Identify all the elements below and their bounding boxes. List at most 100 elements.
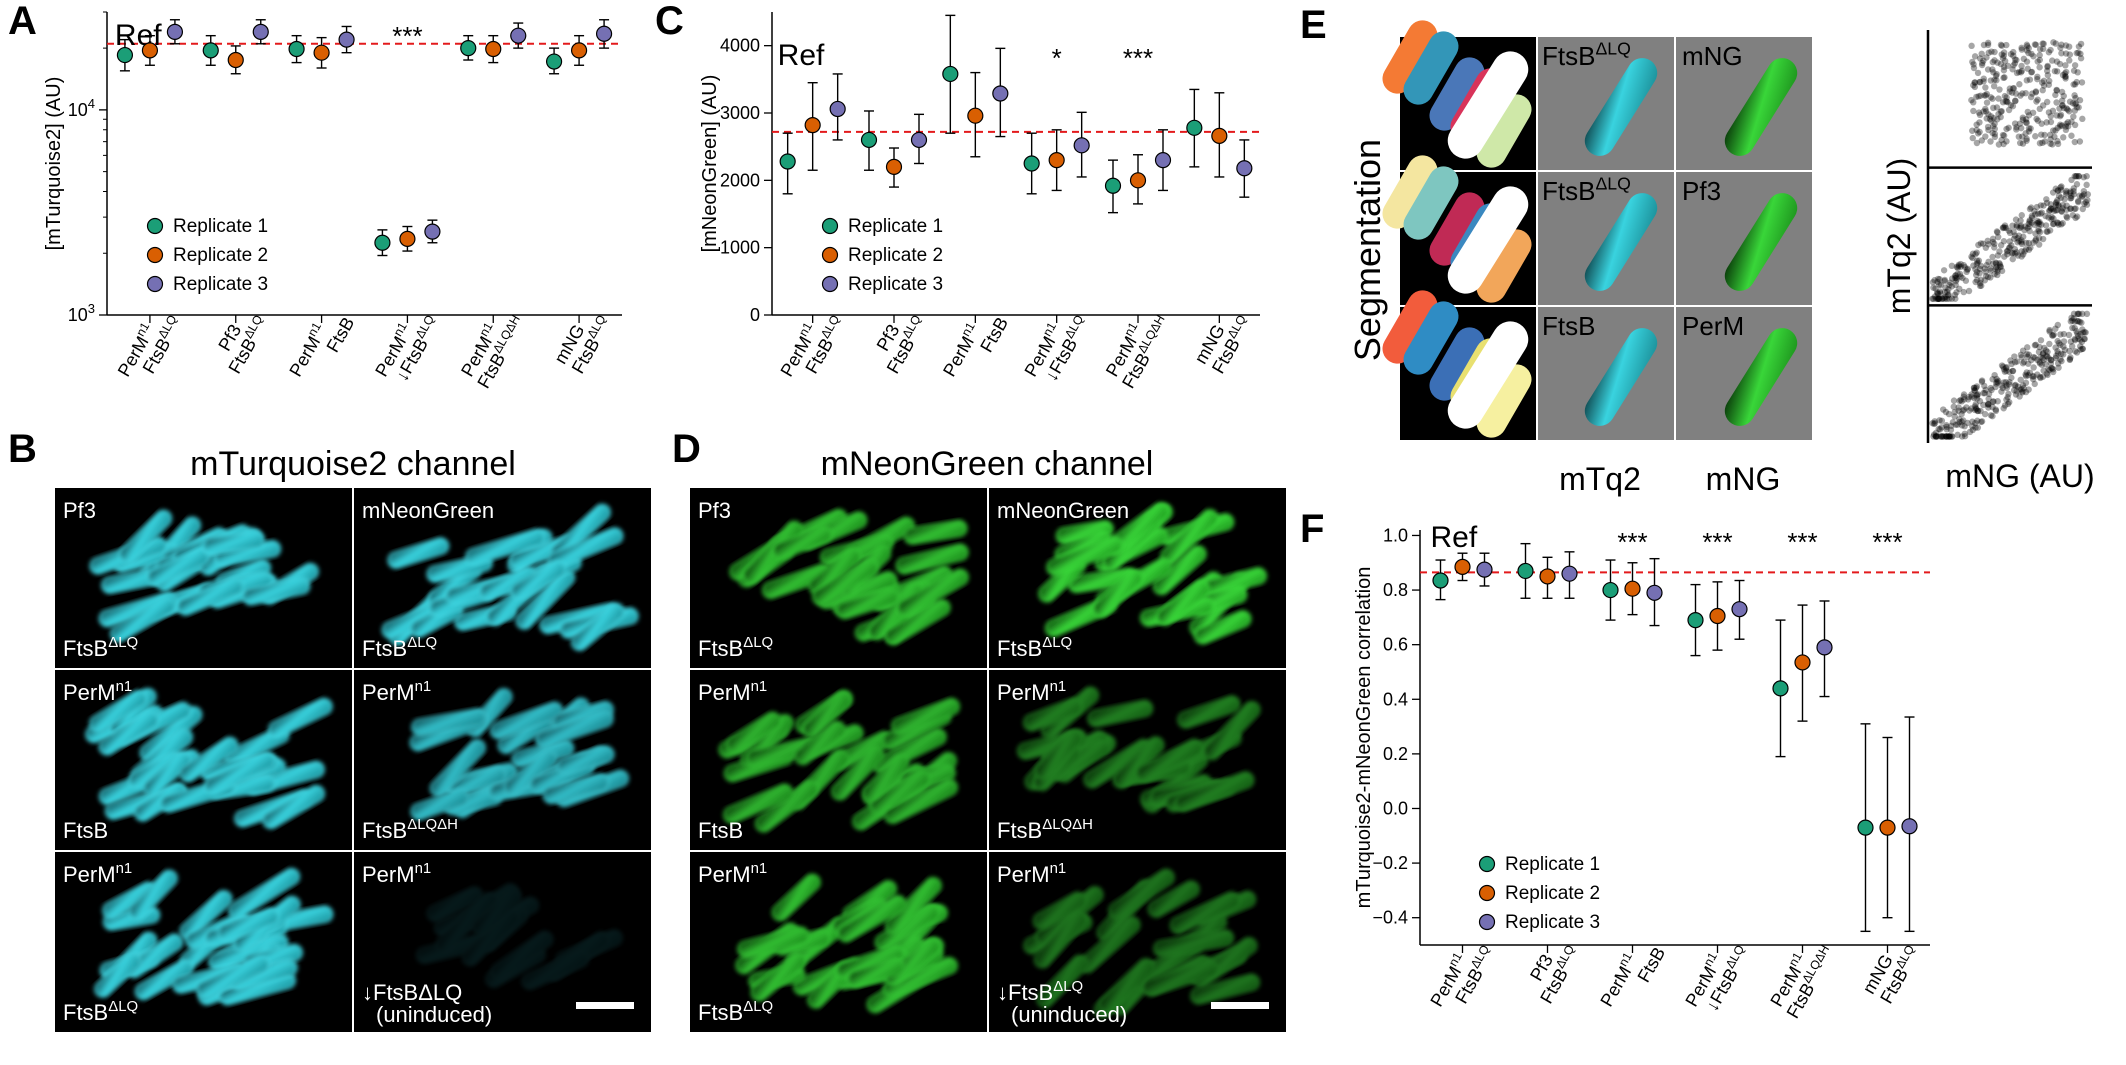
scatter-point — [2070, 67, 2078, 74]
scatter-point — [1989, 66, 1996, 73]
legend-entry: Replicate 2 — [173, 245, 268, 266]
scatter-point — [1998, 267, 2006, 275]
scatter-point — [1982, 108, 1990, 115]
scatter-point — [2009, 85, 2017, 92]
scatter-point — [1984, 66, 1992, 73]
scatter-point — [1959, 274, 1966, 282]
scatter-point — [2060, 92, 2067, 100]
scatter-point — [2070, 81, 2077, 88]
scatter-point — [2012, 97, 2019, 104]
scatter-point — [1988, 386, 1995, 394]
x-tick-label-line1: PerMn1 — [937, 320, 985, 380]
scatter-point — [1976, 55, 1984, 62]
scatter-point — [1999, 99, 2007, 106]
scatter-point — [1993, 104, 2001, 111]
scatter-point — [1958, 422, 1966, 429]
scatter-point — [1995, 141, 2003, 148]
data-point — [510, 27, 527, 44]
scatter-point — [1974, 69, 1982, 77]
scatter-point — [2005, 124, 2012, 131]
scatter-point — [1972, 424, 1979, 431]
scatter-point — [1989, 129, 1996, 137]
scatter-point — [1971, 384, 1978, 392]
scatter-point — [2044, 63, 2051, 71]
scatter-point — [2060, 343, 2067, 350]
mtq2-tile-label: FtsBΔLQ — [1542, 39, 1631, 71]
bacterium-cell — [465, 528, 546, 566]
scatter-point — [1951, 291, 1959, 299]
scatter-point — [2013, 126, 2020, 133]
scatter-point — [1973, 276, 1981, 284]
scatter-point — [2081, 329, 2088, 336]
scatter-point — [2079, 192, 2086, 200]
scatter-point — [2071, 107, 2079, 114]
scatter-point — [1998, 136, 2005, 144]
scatter-point — [2000, 224, 2007, 231]
scatter-point — [2022, 379, 2030, 387]
scatter-point — [2012, 90, 2020, 97]
significance-marker: * — [1052, 43, 1062, 73]
scatter-point — [1943, 422, 1950, 429]
scatter-point — [2023, 119, 2030, 127]
scatter-point — [2063, 187, 2070, 195]
scatter-point — [1980, 41, 1988, 49]
scatter-point — [2062, 73, 2069, 80]
scatter-point — [1996, 86, 2003, 93]
scatter-point — [1991, 130, 1999, 138]
micrograph-bottom-label-base: ↓FtsB — [997, 980, 1053, 1005]
scatter-point — [2040, 349, 2047, 357]
scatter-point — [1954, 421, 1961, 428]
scatter-point — [1963, 404, 1970, 411]
data-point — [910, 131, 928, 149]
x-tick-label-line1-superscript: n1 — [1446, 950, 1465, 969]
data-point — [1129, 172, 1147, 189]
scatter-point — [1978, 378, 1986, 385]
micrograph-top-label-base: PerM — [362, 680, 415, 705]
scatter-point — [2079, 345, 2087, 352]
scatter-point — [2011, 382, 2019, 389]
micrograph-tile: mNeonGreen FtsBΔLQ — [989, 488, 1286, 668]
micrograph-top-label-superscript: n1 — [751, 860, 768, 877]
scatter-point — [1989, 412, 1996, 420]
scatter-point — [2068, 314, 2075, 322]
scatter-point — [2055, 360, 2062, 367]
scatter-point — [2072, 100, 2080, 107]
bacterium-cell — [771, 873, 821, 922]
scatter-point — [2020, 251, 2027, 258]
scatter-point — [1946, 433, 1954, 440]
scatter-point — [1994, 398, 2001, 405]
data-point — [1104, 177, 1122, 194]
scatter-point — [2072, 348, 2079, 355]
scatter-point — [2053, 198, 2060, 206]
scatter-point — [1965, 287, 1973, 295]
scatter-point — [2074, 310, 2082, 318]
data-point — [1901, 818, 1918, 835]
scatter-point — [2054, 348, 2061, 355]
scatter-point — [1962, 277, 1970, 284]
micrograph-bottom-label-superscript: ΔLQ — [407, 634, 437, 651]
data-point — [1476, 561, 1493, 578]
scatter-point — [1979, 59, 1986, 67]
scatter-point — [2078, 193, 2086, 201]
scatter-point — [2006, 88, 2013, 95]
bacterium-cell — [179, 736, 239, 783]
scatter-point — [2022, 223, 2029, 230]
scatter-point — [2075, 43, 2083, 50]
scatter-point — [2050, 127, 2057, 134]
scatter-point — [1985, 241, 1992, 248]
scatter-point — [1970, 64, 1978, 72]
scatter-point — [1980, 401, 1987, 409]
scatter-point — [2003, 384, 2010, 392]
y-tick-label: 0.6 — [1383, 635, 1408, 655]
scatter-point — [1984, 273, 1992, 281]
scatter-point — [2074, 69, 2081, 76]
scatter-point — [1976, 119, 1983, 126]
bacterium-cell — [262, 784, 326, 830]
scatter-point — [2016, 81, 2023, 88]
scatter-point — [2007, 357, 2014, 364]
scatter-point — [1946, 433, 1954, 440]
bacterium-cell — [94, 952, 142, 998]
scatter-point — [2050, 368, 2057, 376]
mtq2-tile-label-base: FtsB — [1542, 41, 1595, 71]
scatter-point — [1978, 50, 1985, 58]
